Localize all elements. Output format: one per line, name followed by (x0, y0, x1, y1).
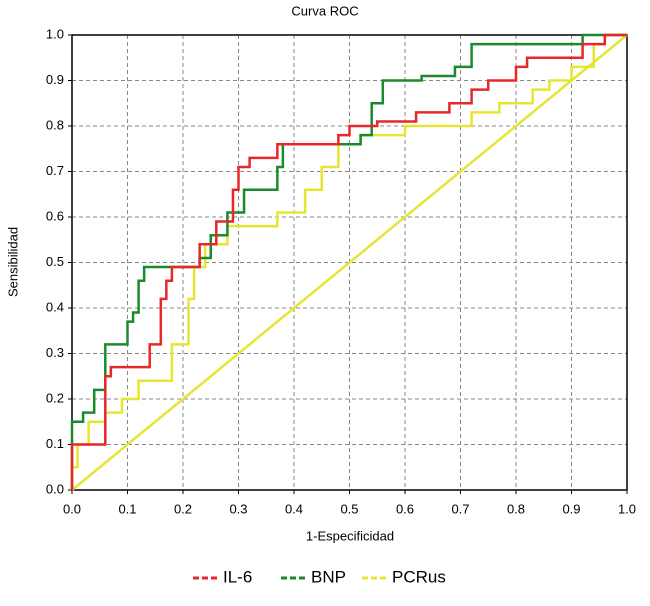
roc-curve (70, 33, 627, 490)
x-tick-label: 0.3 (229, 501, 247, 516)
x-tick-label: 0.7 (451, 501, 469, 516)
x-tick-label: 0.9 (562, 501, 580, 516)
legend-label: IL-6 (223, 567, 252, 586)
y-axis-label: Sensibilidad (5, 227, 20, 297)
y-tick-label: 0.2 (46, 390, 64, 405)
x-tick-label: 0.8 (507, 501, 525, 516)
x-tick-label: 0.6 (396, 501, 414, 516)
x-tick-label: 0.0 (63, 501, 81, 516)
x-tick-label: 0.5 (340, 501, 358, 516)
y-tick-label: 0.3 (46, 345, 64, 360)
y-tick-label: 0.5 (46, 254, 64, 269)
y-tick-label: 0.1 (46, 436, 64, 451)
y-tick-label: 0.0 (46, 481, 64, 496)
roc-curve (70, 33, 627, 490)
y-tick-label: 0.7 (46, 163, 64, 178)
roc-curve (70, 33, 627, 490)
y-tick-label: 0.6 (46, 208, 64, 223)
x-tick-label: 0.1 (118, 501, 136, 516)
x-tick-label: 0.4 (285, 501, 303, 516)
y-tick-label: 0.8 (46, 117, 64, 132)
legend-label: BNP (311, 567, 346, 586)
y-tick-label: 0.9 (46, 72, 64, 87)
x-axis-label: 1-Especificidad (306, 528, 394, 543)
chart-title: Curva ROC (291, 3, 358, 18)
y-tick-label: 1.0 (46, 26, 64, 41)
legend-label: PCRus (392, 567, 446, 586)
y-tick-label: 0.4 (46, 299, 64, 314)
plot-frame (71, 34, 628, 491)
x-tick-label: 1.0 (618, 501, 636, 516)
reference-diagonal (71, 34, 628, 491)
x-tick-label: 0.2 (174, 501, 192, 516)
